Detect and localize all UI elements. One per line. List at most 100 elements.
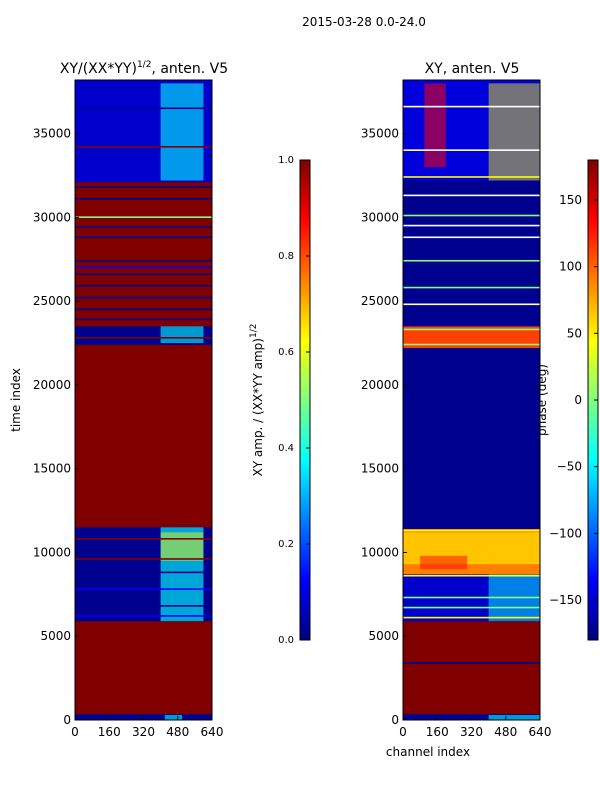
- y-tick-label: 35000: [33, 127, 71, 141]
- heatmap-streak: [75, 296, 212, 299]
- heatmap-streak: [403, 303, 540, 306]
- x-tick-label: 640: [201, 725, 224, 739]
- colorbar-tick-label: 50: [567, 326, 582, 340]
- x-tick-label: 640: [529, 725, 552, 739]
- heatmap-streak: [75, 337, 212, 339]
- y-tick-label: 30000: [33, 210, 71, 224]
- heatmap-streak: [403, 606, 540, 609]
- y-tick-label: 0: [63, 713, 71, 727]
- colorbar-tick-label: 0.2: [278, 539, 294, 550]
- heatmap-band: [75, 344, 212, 528]
- amplitude-ylabel: time index: [9, 368, 23, 432]
- amplitude-panel-title: XY/(XX*YY)1/2, anten. V5: [60, 60, 228, 77]
- heatmap-streak: [75, 107, 212, 110]
- phase-xlabel: channel index: [386, 745, 470, 759]
- phase-panel: XY, anten. V5 0 160 320 480 640 0 5000 10000 150…: [361, 61, 552, 759]
- phase-colorbar: 150 100 50 0 −50 −100 −150 phase (deg): [535, 159, 599, 641]
- heatmap-patch: [424, 83, 446, 168]
- colorbar-tick-label: −50: [557, 460, 582, 474]
- y-tick-label: 35000: [361, 127, 399, 141]
- heatmap-streak: [75, 273, 212, 275]
- heatmap-streak: [75, 571, 212, 574]
- heatmap-streak: [75, 259, 212, 262]
- heatmap-streak: [403, 224, 540, 227]
- x-tick-label: 480: [494, 725, 517, 739]
- phase-axes-ticks: 0 160 320 480 640 0 5000 10000 15000 20000 25000 30…: [361, 127, 552, 739]
- amplitude-colorbar-bar: [299, 159, 311, 641]
- heatmap-streak: [403, 596, 540, 599]
- heatmap-streak: [75, 236, 212, 239]
- heatmap-streak: [403, 259, 540, 262]
- y-tick-label: 15000: [361, 462, 399, 476]
- heatmap-streak: [75, 266, 212, 269]
- x-tick-label: 160: [98, 725, 121, 739]
- y-tick-label: 10000: [361, 545, 399, 559]
- heatmap-streak: [75, 308, 212, 311]
- heatmap-streak: [75, 226, 212, 229]
- heatmap-streak: [403, 328, 540, 331]
- phase-colorbar-label: phase (deg): [535, 364, 549, 436]
- heatmap-streak: [403, 149, 540, 151]
- x-tick-label: 480: [166, 725, 189, 739]
- colorbar-tick-label: 0: [574, 393, 582, 407]
- x-tick-label: 320: [132, 725, 155, 739]
- colorbar-tick-label: −150: [549, 593, 582, 607]
- colorbar-tick-label: 150: [559, 193, 582, 207]
- x-tick-label: 0: [399, 725, 407, 739]
- heatmap-patch: [420, 555, 468, 570]
- heatmap-band: [403, 326, 540, 349]
- heatmap-patch: [488, 83, 540, 181]
- heatmap-patch: [160, 83, 204, 181]
- heatmap-patch: [160, 326, 204, 344]
- phase-colorbar-ticks: 150 100 50 0 −50 −100 −150: [549, 193, 598, 607]
- y-tick-label: 20000: [361, 378, 399, 392]
- heatmap-patch: [488, 714, 540, 720]
- colorbar-tick-label: −100: [549, 526, 582, 540]
- heatmap-streak: [75, 186, 212, 188]
- colorbar-tick-label: 0.4: [278, 443, 294, 454]
- y-tick-label: 10000: [33, 545, 71, 559]
- x-tick-label: 320: [460, 725, 483, 739]
- heatmap-streak: [75, 615, 212, 617]
- heatmap-streak: [75, 285, 212, 287]
- heatmap-band: [403, 348, 540, 530]
- heatmap-streak: [75, 538, 212, 540]
- heatmap-streak: [403, 214, 540, 217]
- heatmap-band: [75, 182, 212, 327]
- heatmap-streak: [403, 574, 540, 577]
- amplitude-axes-ticks: 0 160 320 480 640 0 5000 10000 15000 20000 25000 30…: [33, 127, 224, 739]
- amplitude-colorbar: 0.0 0.2 0.4 0.6 0.8 1.0 XY amp. / (XX*YY amp)…: [249, 155, 311, 646]
- heatmap-streak: [75, 318, 212, 321]
- heatmap-streak: [403, 529, 540, 532]
- heatmap-streak: [403, 194, 540, 197]
- heatmap-streak: [403, 662, 540, 664]
- y-tick-label: 5000: [40, 629, 71, 643]
- heatmap-streak: [75, 216, 212, 218]
- heatmap-streak: [403, 176, 540, 178]
- heatmap-streak: [403, 105, 540, 108]
- phase-heatmap: [403, 80, 540, 720]
- heatmap-streak: [75, 605, 212, 607]
- amplitude-heatmap: [75, 80, 212, 720]
- y-tick-label: 5000: [368, 629, 399, 643]
- x-tick-label: 160: [426, 725, 449, 739]
- y-tick-label: 25000: [33, 294, 71, 308]
- heatmap-streak: [403, 236, 540, 239]
- colorbar-tick-label: 100: [559, 260, 582, 274]
- colorbar-tick-label: 0.6: [278, 347, 294, 358]
- colorbar-tick-label: 1.0: [278, 155, 294, 166]
- heatmap-streak: [75, 558, 212, 560]
- heatmap-streak: [403, 286, 540, 289]
- y-tick-label: 15000: [33, 462, 71, 476]
- y-tick-label: 20000: [33, 378, 71, 392]
- heatmap-streak: [75, 197, 212, 200]
- y-tick-label: 0: [391, 713, 399, 727]
- heatmap-band: [403, 621, 540, 715]
- amplitude-panel: XY/(XX*YY)1/2, anten. V5 0 160 320 480 640 0 5…: [9, 60, 228, 739]
- heatmap-streak: [403, 616, 540, 619]
- heatmap-band: [403, 180, 540, 327]
- heatmap-streak: [75, 588, 212, 590]
- amplitude-colorbar-label: XY amp. / (XX*YY amp)1/2: [249, 324, 265, 477]
- y-tick-label: 25000: [361, 294, 399, 308]
- heatmap-streak: [75, 146, 212, 148]
